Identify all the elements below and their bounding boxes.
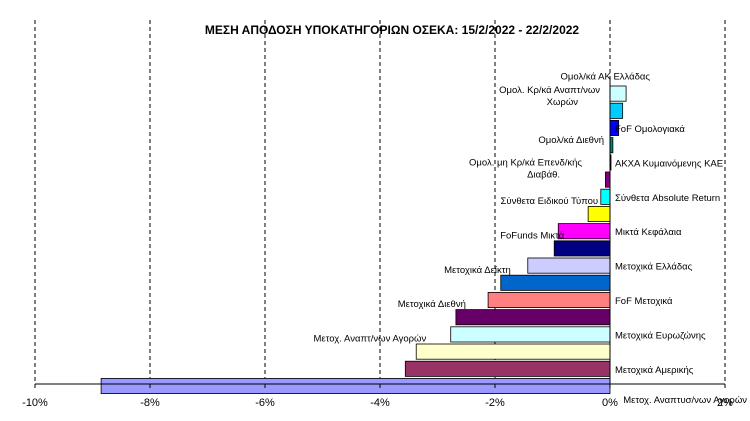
category-label: Ομολ/κά Διεθνή <box>538 135 604 146</box>
bar <box>404 360 611 377</box>
bar <box>557 223 611 240</box>
category-label: Σύνθετα Ειδικού Τύπου <box>501 196 599 207</box>
category-label: Σύνθετα Absolute Return <box>615 193 720 204</box>
bar <box>450 326 611 343</box>
x-tick-label: -6% <box>255 397 275 409</box>
bar <box>455 309 611 326</box>
category-label: Ομολ. Κρ/κά Αναπτ/νων <box>499 85 600 96</box>
x-axis: -10% -8% -6% -4% -2% 0% 2% <box>22 80 733 409</box>
category-label: ΑΚΧΑ Κυμαινόμενης ΚΑΕ <box>615 158 723 169</box>
category-label: Ομολ. μη Κρ/κά Επενδ/κής <box>469 158 582 169</box>
bar <box>527 257 611 274</box>
category-label: Μετοχικά Ελλάδας <box>615 262 693 273</box>
category-label: Ομολ/κά ΑΚ Ελλάδας <box>561 72 651 83</box>
category-label: Μετοχικά Αμερικής <box>615 365 694 376</box>
x-tick-label: -10% <box>22 397 48 409</box>
bar <box>609 102 624 119</box>
bar <box>587 205 611 222</box>
category-label: Μετοχ. Αναπτ/νων Αγορών <box>314 334 427 345</box>
category-label: Μετοχ. Αναπτυσ/νων Αγορών <box>623 395 747 406</box>
bars <box>100 85 627 394</box>
chart-title: ΜΕΣΗ ΑΠΟΔΟΣΗ ΥΠΟΚΑΤΗΓΟΡΙΩΝ ΟΣΕΚΑ: 15/2/2… <box>205 23 580 37</box>
category-label: Διαβάθ. <box>527 170 560 181</box>
category-label: Μετοχικά Διεθνή <box>398 299 466 310</box>
bar <box>600 188 611 205</box>
category-labels: Ομολ/κά ΑΚ Ελλάδας Ομολ. Κρ/κά Αναπτ/νωνΧ… <box>314 72 748 406</box>
bar <box>487 291 611 308</box>
x-tick-label: -8% <box>140 397 160 409</box>
category-label: Μικτά Κεφάλαια <box>615 227 682 238</box>
x-tick-label: 0% <box>602 397 618 409</box>
category-label: FoF Ομολογιακά <box>615 124 685 135</box>
bar <box>605 171 611 188</box>
x-tick-label: -2% <box>485 397 505 409</box>
category-label: Μετοχικά Δείκτη <box>444 265 511 276</box>
x-tick-label: -4% <box>370 397 390 409</box>
category-label: FoFunds Μικτά <box>500 230 565 241</box>
bar <box>553 240 611 257</box>
bar <box>100 377 611 394</box>
bar <box>500 274 611 291</box>
category-label: Μετοχικά Ευρωζώνης <box>615 330 706 341</box>
x-tick-label: 2% <box>717 397 733 409</box>
bar <box>415 343 611 360</box>
category-label: FoF Μετοχικά <box>615 296 673 307</box>
category-label: Χωρών <box>547 97 579 108</box>
bar <box>609 85 627 102</box>
